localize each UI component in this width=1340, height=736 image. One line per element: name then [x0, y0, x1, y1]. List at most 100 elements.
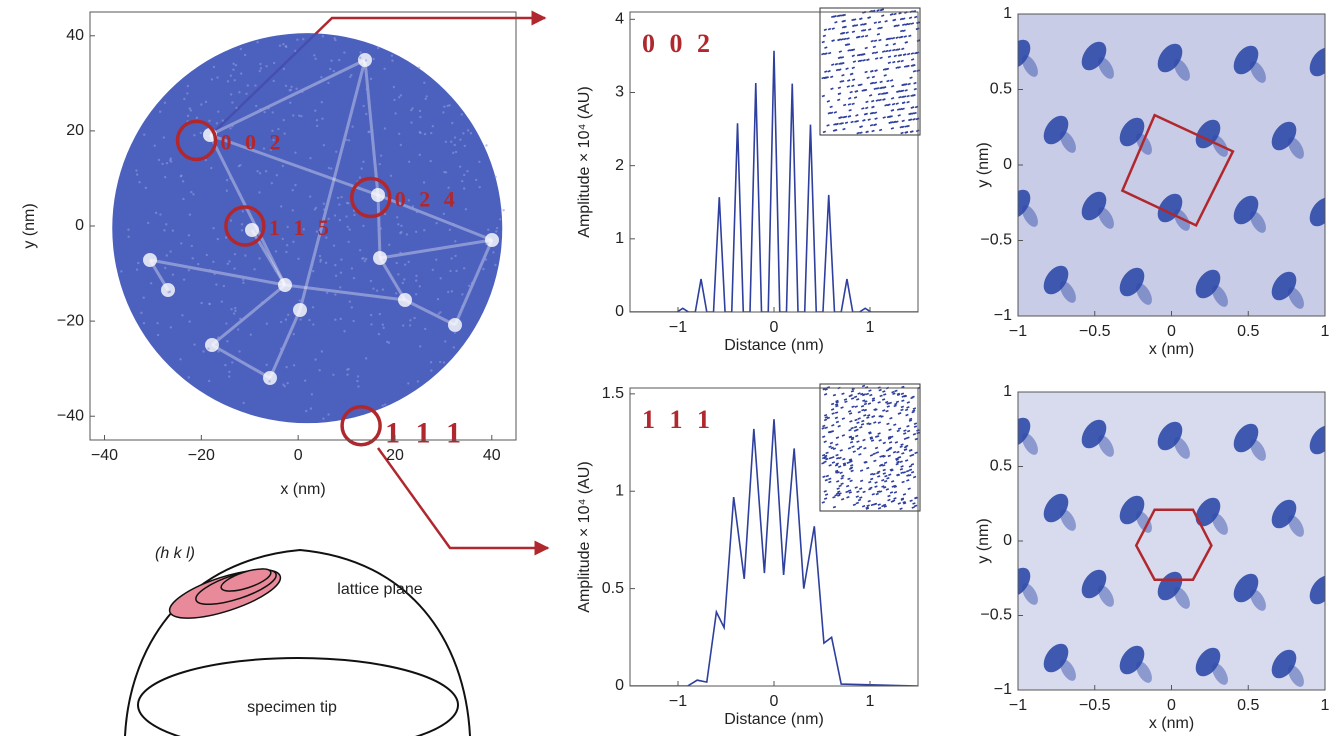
hit — [264, 111, 266, 113]
tip-diagram: (h k l) lattice plane specimen tip — [125, 545, 470, 736]
hit — [425, 95, 427, 97]
hit — [333, 244, 335, 246]
hit — [444, 340, 446, 342]
hit — [242, 279, 244, 281]
hit — [328, 167, 330, 169]
hit — [338, 203, 340, 205]
hit — [202, 350, 204, 352]
hit — [260, 67, 262, 69]
hit — [240, 72, 242, 74]
hit — [228, 375, 230, 377]
x-tick-label: 0.5 — [1237, 697, 1259, 714]
y-tick-label: 1 — [615, 482, 624, 499]
hit — [406, 233, 408, 235]
hit — [334, 319, 336, 321]
hit — [464, 145, 466, 147]
x-tick-label: −1 — [669, 693, 687, 710]
hit — [440, 277, 442, 279]
hit — [380, 154, 382, 156]
hit — [235, 107, 237, 109]
hit — [461, 113, 463, 115]
hit — [399, 252, 401, 254]
hit — [370, 78, 372, 80]
hit — [419, 110, 421, 112]
hit — [232, 63, 234, 65]
lattice-label: lattice plane — [337, 581, 422, 598]
hit — [216, 76, 218, 78]
hit — [313, 54, 315, 56]
hit — [232, 69, 234, 71]
y-axis-label: y (nm) — [975, 142, 992, 187]
hit — [294, 152, 296, 154]
hit — [282, 383, 284, 385]
hit — [394, 112, 396, 114]
hit — [265, 170, 267, 172]
hit — [136, 268, 138, 270]
hit — [380, 227, 382, 229]
profile-label: 1 1 1 — [642, 405, 714, 434]
hit — [240, 48, 242, 50]
hit — [454, 144, 456, 146]
hit — [182, 198, 184, 200]
x-tick-label: −1 — [1009, 323, 1027, 340]
hit — [312, 323, 314, 325]
hit — [301, 91, 303, 93]
hit — [402, 282, 404, 284]
y-tick-label: −0.5 — [980, 232, 1012, 249]
hit — [359, 51, 361, 53]
x-tick-label: −20 — [188, 447, 215, 464]
hit — [230, 219, 232, 221]
hit — [211, 78, 213, 80]
hit — [312, 270, 314, 272]
hit — [231, 361, 233, 363]
panel: 0 0 2−10101234Distance (nm)Amplitude × 1… — [576, 8, 920, 354]
hit — [353, 214, 355, 216]
hit — [445, 171, 447, 173]
hit — [370, 280, 372, 282]
hit — [234, 253, 236, 255]
hit — [159, 213, 161, 215]
hit — [327, 82, 329, 84]
y-axis-label: y (nm) — [975, 518, 992, 563]
hit — [286, 382, 288, 384]
pole-spot — [245, 223, 259, 237]
hit — [294, 50, 296, 52]
hit — [492, 251, 494, 253]
hit — [283, 119, 285, 121]
hit — [424, 328, 426, 330]
hit — [322, 417, 324, 419]
hit — [399, 232, 401, 234]
hit — [400, 94, 402, 96]
hit — [237, 328, 239, 330]
atom-tail — [1057, 0, 1079, 5]
hit — [192, 193, 194, 195]
atom-tail — [1057, 357, 1079, 384]
hit — [285, 366, 287, 368]
hit — [280, 321, 282, 323]
hit — [470, 132, 472, 134]
hit — [233, 267, 235, 269]
x-tick-label: 0 — [1167, 697, 1176, 714]
hit — [180, 174, 182, 176]
hit — [225, 322, 227, 324]
hit — [443, 213, 445, 215]
hit — [432, 269, 434, 271]
pole-spot — [373, 251, 387, 265]
hit — [314, 208, 316, 210]
hit — [208, 120, 210, 122]
hit — [230, 75, 232, 77]
hit — [230, 93, 232, 95]
hit — [289, 89, 291, 91]
hit — [319, 255, 321, 257]
atom-blob — [1191, 343, 1226, 381]
hit — [430, 132, 432, 134]
x-tick-label: −0.5 — [1079, 323, 1111, 340]
hit — [163, 229, 165, 231]
hit — [450, 257, 452, 259]
atom-blob — [1267, 345, 1302, 383]
y-tick-label: 1 — [1003, 383, 1012, 400]
hit — [143, 322, 145, 324]
hit — [180, 242, 182, 244]
hit — [238, 350, 240, 352]
y-tick-label: 0 — [75, 217, 84, 234]
